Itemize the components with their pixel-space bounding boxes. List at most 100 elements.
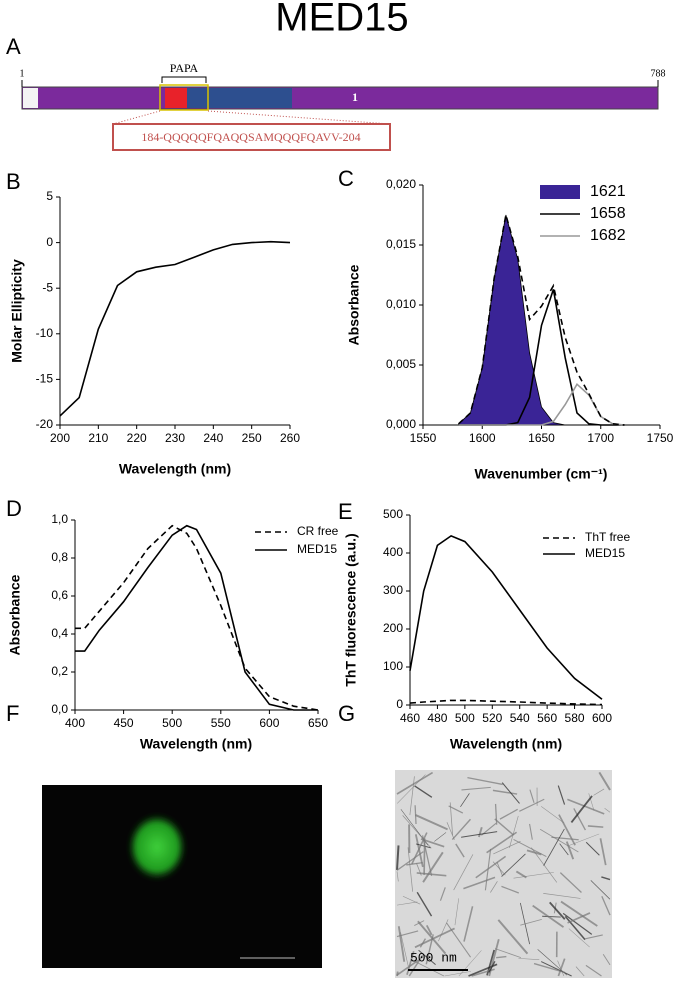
fluorescence-image	[42, 785, 322, 968]
fiber	[540, 961, 572, 977]
fiber	[396, 959, 420, 976]
y-tick-label: 0,015	[386, 237, 416, 251]
x-tick-label: 480	[427, 711, 447, 725]
area	[458, 214, 625, 426]
fiber	[604, 808, 611, 813]
legend-label: MED15	[585, 546, 625, 560]
panel-label: C	[338, 166, 354, 191]
panel-label: E	[338, 499, 353, 524]
fiber	[593, 788, 605, 796]
fiber	[601, 896, 611, 916]
y-tick-label: 0,005	[386, 357, 416, 371]
y-tick-label: 0,0	[51, 702, 68, 716]
fiber	[418, 949, 436, 965]
x-tick-label: 580	[565, 711, 585, 725]
legend-label: MED15	[297, 542, 337, 556]
fiber	[438, 919, 449, 942]
fiber	[533, 962, 565, 974]
fiber	[539, 828, 579, 853]
fiber	[560, 900, 598, 927]
fiber	[493, 841, 521, 855]
x-tick-label: 520	[482, 711, 502, 725]
fiber	[588, 793, 595, 811]
fiber	[422, 851, 444, 883]
y-tick-label: 5	[46, 189, 53, 203]
fiber	[406, 861, 423, 866]
fiber	[559, 872, 582, 893]
fiber	[567, 912, 591, 924]
fiber	[425, 924, 433, 936]
fiber	[526, 849, 542, 856]
panel-label: B	[6, 169, 21, 194]
x-tick-label: 540	[510, 711, 530, 725]
fiber	[585, 934, 603, 940]
fiber	[463, 906, 474, 942]
y-axis-label: Absorbance	[7, 574, 23, 655]
fiber	[601, 876, 611, 881]
fiber	[518, 958, 540, 960]
fiber	[529, 823, 533, 840]
x-tick-label: 1550	[410, 431, 437, 445]
sequence-box	[112, 123, 391, 151]
fiber	[454, 898, 460, 926]
start-label: 1	[20, 68, 25, 79]
protein-start	[23, 88, 38, 108]
fiber	[565, 841, 575, 860]
y-tick-label: 0,010	[386, 297, 416, 311]
fiber	[396, 771, 434, 795]
fiber	[549, 901, 566, 920]
fiber	[494, 948, 522, 959]
x-axis-label: Wavelength (nm)	[119, 461, 231, 477]
fiber	[415, 843, 431, 849]
fiber	[409, 776, 415, 816]
x-tick-label: 600	[259, 716, 279, 730]
fiber	[568, 928, 590, 948]
fiber	[407, 847, 414, 892]
x-tick-label: 220	[127, 431, 147, 445]
y-tick-label: 400	[383, 545, 403, 559]
fiber	[532, 904, 565, 928]
y-tick-label: 0,8	[51, 550, 68, 564]
y-tick-label: 0,4	[51, 626, 68, 640]
y-tick-label: 100	[383, 659, 403, 673]
fiber	[411, 832, 428, 865]
legend-label: ThT free	[585, 530, 630, 544]
fiber	[397, 926, 406, 962]
y-tick-label: 0,6	[51, 588, 68, 602]
fiber	[570, 795, 593, 823]
line	[458, 214, 625, 426]
sequence: 184-QQQQQFQAQQSAMQQQFQAVV-204	[141, 130, 360, 144]
fiber	[461, 831, 498, 838]
legend-label: 1658	[590, 205, 626, 222]
fiber	[419, 938, 427, 948]
figure-title: MED15	[275, 0, 408, 40]
y-tick-label: 500	[383, 507, 403, 521]
fiber	[557, 960, 565, 977]
protein-schematic: 1 788 PAPA 1 184-QQQQQFQAQQSAMQQQFQAVV-2…	[20, 61, 666, 151]
x-tick-label: 500	[162, 716, 182, 730]
fiber	[488, 961, 496, 973]
y-axis-label: Molar Ellipticity	[9, 259, 25, 363]
fiber	[564, 915, 586, 941]
y-tick-label: 0,000	[386, 417, 416, 431]
x-tick-label: 560	[537, 711, 557, 725]
y-tick-label: 0	[46, 235, 53, 249]
bracket	[161, 76, 207, 83]
x-tick-label: 650	[308, 716, 328, 730]
fiber	[453, 854, 474, 891]
line	[409, 534, 603, 700]
x-tick-label: 240	[203, 431, 223, 445]
fiber	[541, 806, 565, 824]
y-tick-label: -5	[42, 280, 53, 294]
fiber	[414, 814, 448, 831]
fiber	[461, 786, 491, 791]
x-tick-label: 1650	[528, 431, 555, 445]
fiber	[585, 841, 600, 856]
fiber	[451, 818, 472, 841]
fiber	[499, 808, 518, 820]
fiber	[413, 960, 445, 977]
y-tick-label: 0	[396, 697, 403, 711]
fiber	[513, 872, 554, 879]
fiber	[434, 832, 447, 842]
connector	[112, 110, 161, 125]
